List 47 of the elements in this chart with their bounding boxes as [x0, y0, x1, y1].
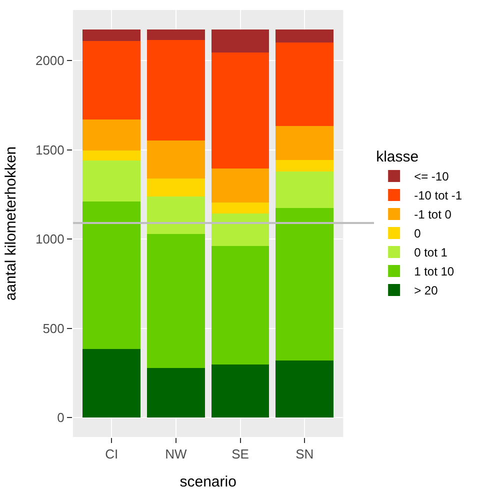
y-tick-label: 2000: [35, 53, 64, 68]
bar: [276, 171, 334, 208]
bar: [276, 360, 334, 418]
bar: [82, 119, 141, 151]
bar: [276, 42, 334, 126]
bar: [211, 52, 270, 168]
x-tick-label: SE: [232, 446, 250, 462]
legend-label: -1 tot 0: [414, 208, 452, 222]
bar: [146, 234, 205, 368]
y-axis-title: aantal kilometerhokken: [2, 146, 20, 301]
legend-label: > 20: [414, 284, 438, 298]
bar: [211, 168, 270, 203]
legend-label: 0 tot 1: [414, 246, 448, 260]
bar: [146, 40, 205, 140]
legend-label: 0: [414, 226, 422, 241]
x-tick-label: NW: [165, 446, 188, 462]
bar: [82, 160, 141, 202]
legend-label: -10 tot -1: [414, 188, 462, 203]
bar: [146, 196, 205, 234]
legend-label: <= -10: [414, 170, 450, 184]
legend-title: klasse: [376, 148, 419, 166]
bar: [82, 29, 141, 41]
bar: [146, 368, 205, 418]
bar: [82, 150, 141, 161]
bar: [146, 178, 205, 197]
y-tick-label: 1000: [35, 232, 64, 247]
bar: [211, 364, 270, 418]
bar: [82, 349, 141, 418]
bar: [146, 140, 205, 179]
bar: [82, 40, 141, 120]
y-tick-label: 0: [57, 410, 64, 426]
y-tick-label: 500: [42, 320, 64, 336]
bar: [276, 160, 334, 172]
bar: [276, 29, 334, 43]
legend-label: 1 tot 10: [414, 264, 454, 279]
x-tick-label: CI: [105, 446, 118, 462]
bar: [211, 29, 270, 52]
y-tick-label: 1500: [35, 142, 64, 158]
bar: [211, 214, 270, 246]
bar: [146, 29, 205, 40]
bar: [276, 208, 334, 360]
bar: [211, 246, 270, 364]
bar: [276, 126, 334, 160]
x-tick-label: SN: [296, 446, 314, 462]
bar: [211, 202, 270, 214]
bar: [82, 202, 141, 350]
x-axis-title: scenario: [180, 474, 236, 491]
